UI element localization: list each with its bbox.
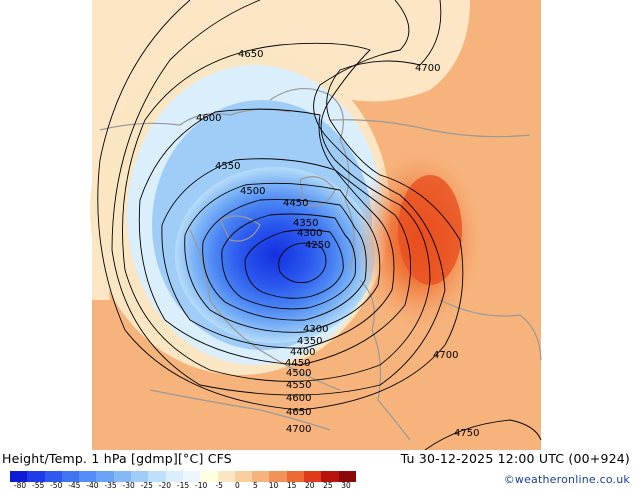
contour-label: 4350 xyxy=(293,218,318,229)
geopotential-map: 4650 4700 4600 4550 4500 4450 4350 4300 … xyxy=(0,0,634,450)
colorbar-swatch xyxy=(304,471,322,482)
colorbar-swatch xyxy=(96,471,114,482)
contour-label: 4600 xyxy=(286,393,311,404)
colorbar-label: -5 xyxy=(215,481,223,490)
height-contours xyxy=(97,0,542,450)
colorbar-label: -55 xyxy=(31,481,45,490)
colorbar-swatch xyxy=(217,471,235,482)
colorbar-swatch xyxy=(182,471,201,482)
colorbar-label: 25 xyxy=(323,481,333,490)
contour-label: 4450 xyxy=(285,358,310,369)
contour-labels: 4650 4700 4600 4550 4500 4450 4350 4300 … xyxy=(196,49,479,439)
colorbar-label: -30 xyxy=(122,481,135,490)
colorbar-swatch xyxy=(165,471,183,482)
colorbar-swatch xyxy=(10,471,28,482)
colorbar-swatch xyxy=(44,471,62,482)
colorbar-label: 10 xyxy=(268,481,279,490)
colorbar-swatch xyxy=(113,471,132,482)
contour-label: 4650 xyxy=(286,407,311,418)
colorbar-swatch xyxy=(269,471,287,482)
temperature-field xyxy=(90,0,541,450)
warm-core-inner xyxy=(398,175,462,285)
contour-label: 4600 xyxy=(196,113,221,124)
contour-label: 4550 xyxy=(215,161,240,172)
colorbar-swatch xyxy=(131,471,149,482)
contour-label: 4250 xyxy=(305,240,330,251)
colorbar-label: -35 xyxy=(104,481,117,490)
contour-label: 4700 xyxy=(433,350,458,361)
contour-label: 4500 xyxy=(286,368,311,379)
colorbar-label: -15 xyxy=(176,481,190,490)
colorbar-label: -50 xyxy=(50,481,63,490)
contour-label: 4450 xyxy=(283,198,308,209)
contour-label: 4300 xyxy=(297,228,322,239)
colorbar-swatch xyxy=(200,471,218,482)
colorbar-swatch xyxy=(321,471,339,482)
valid-time: Tu 30-12-2025 12:00 UTC (00+924) xyxy=(400,451,630,466)
colorbar-swatch xyxy=(79,471,97,482)
map-left-margin xyxy=(0,0,92,450)
contour-label: 4700 xyxy=(415,63,440,74)
map-title: Height/Temp. 1 hPa [gdmp][°C] CFS xyxy=(2,451,232,466)
colorbar-swatch xyxy=(148,471,166,482)
colorbar-label: -20 xyxy=(158,481,171,490)
colorbar-swatch xyxy=(338,471,356,482)
colorbar-label: 15 xyxy=(286,481,297,490)
map-right-margin xyxy=(541,0,634,450)
contour-label: 4400 xyxy=(290,347,315,358)
colorbar-labels: -80 -55 -50 -45 -40 -35 -30 -25 -20 -15 -10 -5 0 5 10 1… xyxy=(10,482,356,490)
cream-zone xyxy=(92,0,470,300)
contour-label: 4350 xyxy=(297,336,322,347)
colorbar-swatch xyxy=(252,471,270,482)
colorbar-label: -80 xyxy=(13,481,27,490)
contour-label: 4750 xyxy=(454,428,479,439)
colorbar-label: 0 xyxy=(234,481,240,490)
colorbar-swatch xyxy=(27,471,45,482)
contour-label: 4550 xyxy=(286,380,311,391)
contour-label: 4650 xyxy=(238,49,263,60)
colorbar-label: -45 xyxy=(68,481,81,490)
credit-link[interactable]: ©weatheronline.co.uk xyxy=(503,473,630,486)
contour-label: 4300 xyxy=(303,324,328,335)
temperature-colorbar xyxy=(10,471,356,482)
colorbar-label: 5 xyxy=(253,481,258,490)
colorbar-label: -10 xyxy=(194,481,208,490)
contour-label: 4500 xyxy=(240,186,265,197)
colorbar-swatch xyxy=(234,471,253,482)
cold-core xyxy=(175,167,375,343)
colorbar-swatch xyxy=(286,471,305,482)
contour-label: 4700 xyxy=(286,424,311,435)
colorbar-label: -25 xyxy=(140,481,153,490)
colorbar-label: -40 xyxy=(86,481,99,490)
colorbar-label: 20 xyxy=(304,481,315,490)
colorbar-swatch xyxy=(61,471,80,482)
colorbar-label: 30 xyxy=(341,481,351,490)
